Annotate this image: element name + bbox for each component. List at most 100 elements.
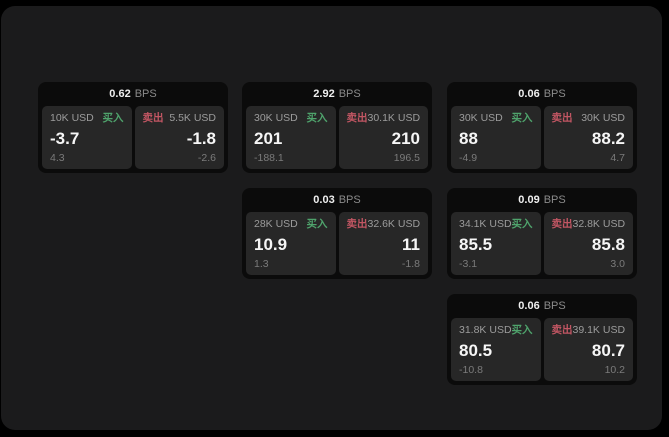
bps-header: 0.06 BPS: [451, 294, 633, 318]
sell-side-label: 卖出: [551, 324, 573, 336]
sell-tile[interactable]: 卖出 30.1K USD 210 196.5: [338, 106, 428, 169]
quote-card-5: 0.09 BPS 34.1K USD 买入 85.5 -3.1 卖出 32.8K…: [447, 188, 637, 279]
quote-card-3: 0.06 BPS 30K USD 买入 88 -4.9 卖出 30K USD 8…: [447, 82, 637, 173]
buy-tile[interactable]: 31.8K USD 买入 80.5 -10.8: [451, 318, 541, 381]
sell-tile-header: 卖出 39.1K USD: [552, 324, 626, 337]
buy-tile-header: 30K USD 买入: [459, 112, 533, 125]
sell-side-label: 卖出: [551, 218, 573, 230]
buy-tile[interactable]: 10K USD 买入 -3.7 4.3: [42, 106, 132, 169]
buy-price: 201: [254, 128, 283, 148]
sell-tile[interactable]: 卖出 32.6K USD 11 -1.8: [338, 212, 428, 275]
bps-value: 0.06: [518, 88, 540, 100]
quote-body: 30K USD 买入 88 -4.9 卖出 30K USD 88.2 4.7: [451, 106, 633, 169]
buy-tile[interactable]: 34.1K USD 买入 85.5 -3.1: [451, 212, 541, 275]
sell-amount: 5.5K USD: [169, 112, 216, 124]
buy-delta: 1.3: [254, 258, 269, 270]
buy-amount: 28K USD: [254, 218, 298, 230]
sell-price: -1.8: [186, 128, 216, 148]
quote-card-6: 0.06 BPS 31.8K USD 买入 80.5 -10.8 卖出 39.1…: [447, 294, 637, 385]
buy-delta: -188.1: [254, 152, 284, 164]
bps-header: 0.03 BPS: [246, 188, 428, 212]
buy-delta: -10.8: [459, 364, 483, 376]
bps-value: 2.92: [313, 88, 335, 100]
sell-side-label: 卖出: [142, 112, 164, 124]
buy-tile[interactable]: 28K USD 买入 10.9 1.3: [246, 212, 336, 275]
sell-tile[interactable]: 卖出 39.1K USD 80.7 10.2: [543, 318, 633, 381]
buy-tile-header: 30K USD 买入: [254, 112, 328, 125]
buy-amount: 34.1K USD: [459, 218, 512, 230]
quote-body: 31.8K USD 买入 80.5 -10.8 卖出 39.1K USD 80.…: [451, 318, 633, 381]
buy-tile-header: 28K USD 买入: [254, 218, 328, 231]
sell-tile[interactable]: 卖出 5.5K USD -1.8 -2.6: [134, 106, 224, 169]
app-window: 0.62 BPS 10K USD 买入 -3.7 4.3 卖出 5.5K USD…: [1, 6, 662, 430]
bps-value: 0.06: [518, 300, 540, 312]
bps-unit-label: BPS: [543, 194, 566, 206]
sell-amount: 30K USD: [581, 112, 625, 124]
buy-tile[interactable]: 30K USD 买入 201 -188.1: [246, 106, 336, 169]
buy-amount: 30K USD: [459, 112, 503, 124]
sell-amount: 30.1K USD: [367, 112, 421, 124]
quote-body: 34.1K USD 买入 85.5 -3.1 卖出 32.8K USD 85.8…: [451, 212, 633, 275]
buy-side-label: 买入: [511, 112, 533, 124]
sell-side-label: 卖出: [346, 112, 368, 124]
bps-value: 0.62: [109, 88, 131, 100]
sell-side-label: 卖出: [551, 112, 573, 124]
quote-card-1: 0.62 BPS 10K USD 买入 -3.7 4.3 卖出 5.5K USD…: [38, 82, 228, 173]
sell-tile-header: 卖出 32.8K USD: [552, 218, 626, 231]
quote-body: 30K USD 买入 201 -188.1 卖出 30.1K USD 210 1…: [246, 106, 428, 169]
sell-tile-header: 卖出 30K USD: [552, 112, 626, 125]
sell-price: 88.2: [591, 128, 625, 148]
buy-side-label: 买入: [306, 112, 328, 124]
buy-price: 85.5: [459, 234, 493, 254]
bps-header: 0.09 BPS: [451, 188, 633, 212]
sell-delta: 196.5: [393, 152, 420, 164]
buy-amount: 10K USD: [50, 112, 94, 124]
sell-delta: 10.2: [604, 364, 625, 376]
sell-tile[interactable]: 卖出 30K USD 88.2 4.7: [543, 106, 633, 169]
sell-amount: 32.6K USD: [367, 218, 421, 230]
buy-tile[interactable]: 30K USD 买入 88 -4.9: [451, 106, 541, 169]
quote-card-2: 2.92 BPS 30K USD 买入 201 -188.1 卖出 30.1K …: [242, 82, 432, 173]
buy-side-label: 买入: [306, 218, 328, 230]
sell-delta: 3.0: [610, 258, 625, 270]
buy-price: 88: [459, 128, 478, 148]
bps-header: 0.62 BPS: [42, 82, 224, 106]
sell-tile[interactable]: 卖出 32.8K USD 85.8 3.0: [543, 212, 633, 275]
sell-price: 210: [391, 128, 420, 148]
bps-value: 0.03: [313, 194, 335, 206]
quote-body: 10K USD 买入 -3.7 4.3 卖出 5.5K USD -1.8 -2.…: [42, 106, 224, 169]
sell-delta: -2.6: [197, 152, 216, 164]
buy-price: 10.9: [254, 234, 288, 254]
bps-unit-label: BPS: [338, 88, 361, 100]
buy-price: 80.5: [459, 340, 493, 360]
bps-unit-label: BPS: [134, 88, 157, 100]
quote-card-4: 0.03 BPS 28K USD 买入 10.9 1.3 卖出 32.6K US…: [242, 188, 432, 279]
sell-amount: 39.1K USD: [572, 324, 626, 336]
quote-body: 28K USD 买入 10.9 1.3 卖出 32.6K USD 11 -1.8: [246, 212, 428, 275]
buy-amount: 30K USD: [254, 112, 298, 124]
buy-delta: 4.3: [50, 152, 65, 164]
buy-delta: -3.1: [459, 258, 478, 270]
sell-side-label: 卖出: [346, 218, 368, 230]
sell-tile-header: 卖出 30.1K USD: [347, 112, 421, 125]
buy-amount: 31.8K USD: [459, 324, 512, 336]
bps-value: 0.09: [518, 194, 540, 206]
bps-unit-label: BPS: [338, 194, 361, 206]
buy-tile-header: 34.1K USD 买入: [459, 218, 533, 231]
buy-side-label: 买入: [511, 324, 533, 336]
sell-tile-header: 卖出 5.5K USD: [143, 112, 217, 125]
bps-unit-label: BPS: [543, 300, 566, 312]
buy-side-label: 买入: [102, 112, 124, 124]
buy-side-label: 买入: [511, 218, 533, 230]
sell-price: 80.7: [591, 340, 625, 360]
sell-delta: 4.7: [610, 152, 625, 164]
sell-price: 85.8: [591, 234, 625, 254]
sell-delta: -1.8: [401, 258, 420, 270]
buy-tile-header: 10K USD 买入: [50, 112, 124, 125]
bps-header: 2.92 BPS: [246, 82, 428, 106]
bps-header: 0.06 BPS: [451, 82, 633, 106]
sell-price: 11: [402, 234, 420, 254]
bps-unit-label: BPS: [543, 88, 566, 100]
buy-tile-header: 31.8K USD 买入: [459, 324, 533, 337]
buy-price: -3.7: [50, 128, 80, 148]
